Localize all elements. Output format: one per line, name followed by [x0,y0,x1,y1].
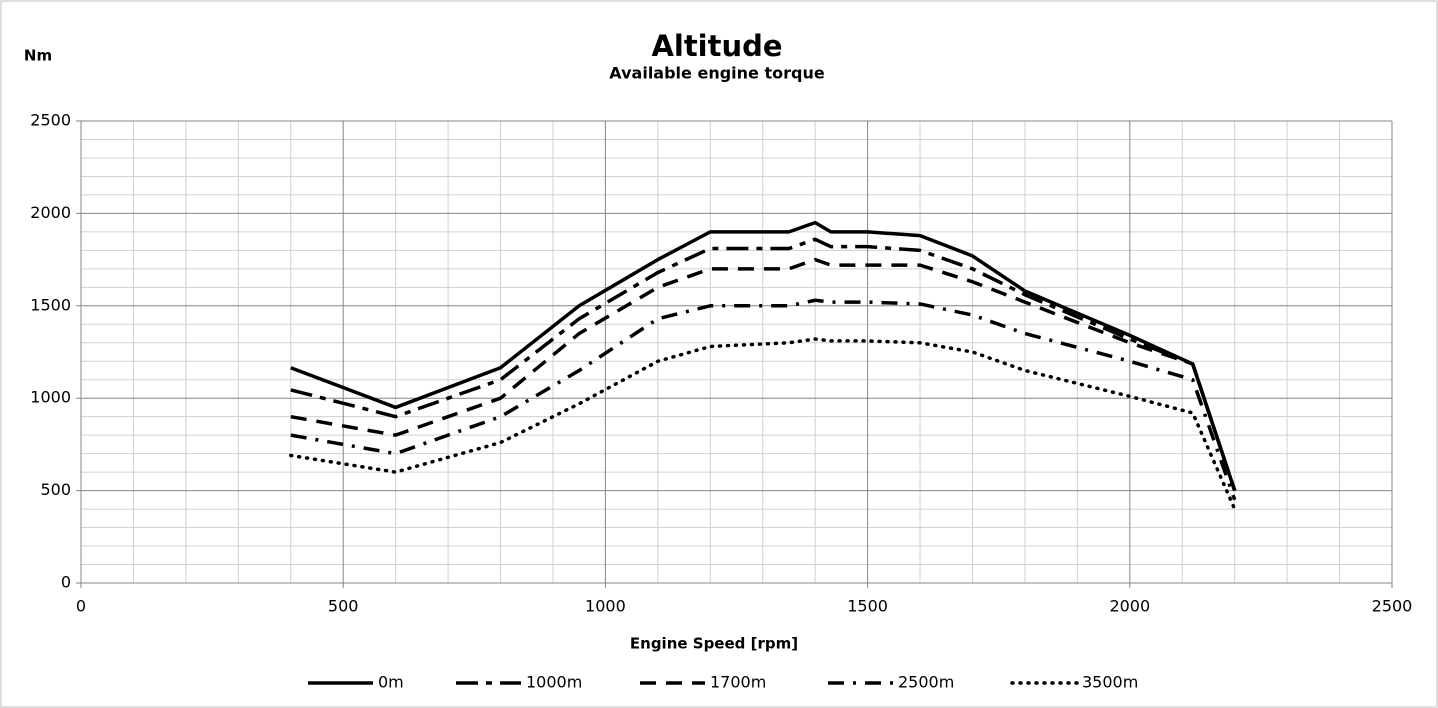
legend-label: 0m [378,673,404,692]
chart-subtitle: Available engine torque [609,64,825,83]
y-tick-label: 1000 [30,388,71,407]
legend-label: 2500m [898,673,954,692]
series-line [290,237,1237,492]
y-axis-label: Nm [24,47,52,65]
series-line [290,298,1237,501]
x-tick-label: 0 [76,597,86,616]
y-tick-label: 500 [40,480,71,499]
legend-label: 1000m [526,673,582,692]
y-tick-label: 0 [61,573,71,592]
series-line [290,220,1237,492]
x-axis-label: Engine Speed [rpm] [630,635,798,653]
x-tick-label: 1500 [847,597,888,616]
x-tick-label: 2000 [1109,597,1150,616]
legend-label: 1700m [710,673,766,692]
x-tick-label: 500 [328,597,359,616]
series-line [289,337,1237,511]
chart-title: Altitude [651,29,782,63]
y-tick-label: 2500 [30,111,71,130]
x-tick-label: 2500 [1372,597,1413,616]
legend-label: 3500m [1082,673,1138,692]
y-tick-label: 2000 [30,203,71,222]
x-tick-label: 1000 [585,597,626,616]
series-line [290,257,1237,492]
y-tick-label: 1500 [30,295,71,314]
